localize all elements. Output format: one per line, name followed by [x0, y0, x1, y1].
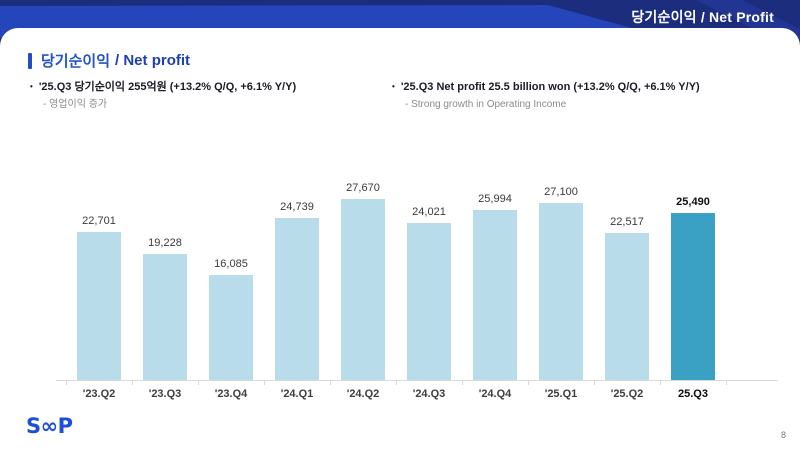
section-title-english: / Net profit [115, 52, 191, 69]
x-axis-label: '24.Q4 [478, 388, 512, 400]
chart-bar-group: 24,739 [264, 184, 330, 380]
bar [407, 223, 451, 380]
chart-bar-group: 22,517 [594, 184, 660, 380]
bullet-block-korean: • '25.Q3 당기순이익 255억원 (+13.2% Q/Q, +6.1% … [30, 80, 380, 111]
bullet-dot: • [30, 82, 33, 91]
bullet-sub-english: - Strong growth in Operating Income [405, 99, 567, 110]
chart-bar-group: 22,701 [66, 184, 132, 380]
x-axis-label: '25.Q1 [544, 388, 578, 400]
bullet-main-english-text: '25.Q3 Net profit 25.5 billion won (+13.… [400, 81, 700, 93]
bullet-main-korean: • '25.Q3 당기순이익 255억원 (+13.2% Q/Q, +6.1% … [30, 80, 380, 94]
chart-bar-group: 25,994 [462, 184, 528, 380]
axis-tick [528, 380, 529, 385]
chart-bar-group: 25,490 [660, 184, 726, 380]
section-title: 당기순이익 / Net profit [28, 50, 190, 71]
header-title: 당기순이익 / Net Profit [631, 9, 774, 25]
axis-tick [396, 380, 397, 385]
bar [539, 202, 583, 380]
axis-tick [66, 380, 67, 385]
bullet-main-korean-text: '25.Q3 당기순이익 255억원 (+13.2% Q/Q, +6.1% Y/… [38, 81, 297, 93]
page-number: 8 [780, 430, 786, 440]
title-accent-bar [28, 52, 32, 69]
bar [473, 210, 517, 380]
chart-xlabels: '23.Q2 '23.Q3 '23.Q4 '24.Q1 '24.Q2 '24.Q3 '24.… [66, 388, 726, 400]
chart-bar-group: 16,085 [198, 184, 264, 380]
axis-tick [264, 380, 265, 385]
x-axis-label: '23.Q3 [148, 388, 182, 400]
bullet-main-english: • '25.Q3 Net profit 25.5 billion won (+1… [392, 80, 772, 94]
axis-tick [132, 380, 133, 385]
chart-bar-group: 27,100 [528, 184, 594, 380]
axis-tick [660, 380, 661, 385]
bar-value-label: 25,490 [676, 196, 710, 209]
bullet-sub-korean: - 영업이익 증가 [43, 99, 108, 110]
bar [275, 218, 319, 380]
bar [209, 274, 253, 380]
axis-tick [330, 380, 331, 385]
x-axis-label: '25.Q2 [610, 388, 644, 400]
bar-value-label: 16,085 [214, 257, 248, 270]
bar-value-label: 19,228 [148, 237, 182, 250]
bar [143, 254, 187, 380]
bar [341, 199, 385, 380]
x-axis-label: '24.Q2 [346, 388, 380, 400]
bar [605, 232, 649, 380]
bar-value-label: 25,994 [478, 193, 512, 206]
chart-bar-group: 24,021 [396, 184, 462, 380]
x-axis-label: '23.Q2 [82, 388, 116, 400]
chart-ticks [66, 380, 727, 386]
bar [671, 213, 715, 380]
axis-tick [594, 380, 595, 385]
bar-value-label: 27,100 [544, 185, 578, 198]
chart-plot: 22,701 19,228 16,085 24,739 27,670 24,021 25,9… [66, 182, 726, 380]
axis-tick [198, 380, 199, 385]
chart-bar-group: 19,228 [132, 184, 198, 380]
chart-bar-group: 27,670 [330, 182, 396, 380]
bullet-dot: • [392, 82, 395, 91]
bar-value-label: 24,021 [412, 206, 446, 219]
bar-value-label: 22,517 [610, 215, 644, 228]
axis-tick [462, 380, 463, 385]
bar-value-label: 22,701 [82, 214, 116, 227]
x-axis-line [56, 380, 778, 381]
content-card: 당기순이익 / Net profit • '25.Q3 당기순이익 255억원 … [0, 28, 800, 450]
bar [77, 231, 121, 380]
x-axis-label: '24.Q3 [412, 388, 446, 400]
bullet-block-english: • '25.Q3 Net profit 25.5 billion won (+1… [392, 80, 772, 111]
x-axis-label: '23.Q4 [214, 388, 248, 400]
soop-logo: S∞P [26, 414, 73, 438]
bar-value-label: 27,670 [346, 182, 380, 195]
bar-value-label: 24,739 [280, 201, 314, 214]
section-title-korean: 당기순이익 [41, 53, 111, 70]
axis-tick [726, 380, 727, 385]
x-axis-label: '24.Q1 [280, 388, 314, 400]
x-axis-label: 25.Q3 [678, 388, 708, 400]
